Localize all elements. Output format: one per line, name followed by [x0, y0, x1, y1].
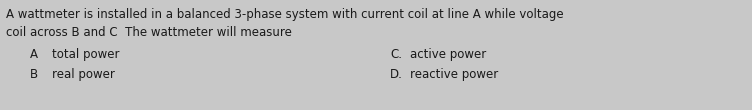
Text: real power: real power	[52, 68, 115, 81]
Text: total power: total power	[52, 48, 120, 61]
Text: reactive power: reactive power	[410, 68, 499, 81]
Text: coil across B and C  The wattmeter will measure: coil across B and C The wattmeter will m…	[6, 26, 292, 39]
Text: active power: active power	[410, 48, 487, 61]
Text: A: A	[30, 48, 38, 61]
Text: C.: C.	[390, 48, 402, 61]
Text: A wattmeter is installed in a balanced 3-phase system with current coil at line : A wattmeter is installed in a balanced 3…	[6, 8, 564, 21]
Text: B: B	[30, 68, 38, 81]
Text: D.: D.	[390, 68, 403, 81]
